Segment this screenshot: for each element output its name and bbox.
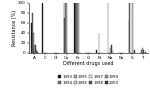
Bar <box>132 3 133 53</box>
Bar <box>77 3 78 53</box>
Bar <box>35 45 36 53</box>
Y-axis label: Resistance (%): Resistance (%) <box>12 10 17 46</box>
Bar <box>31 23 32 53</box>
Bar <box>78 3 79 53</box>
Bar <box>34 45 35 53</box>
Bar <box>111 45 112 53</box>
X-axis label: Different drugs used: Different drugs used <box>63 61 114 66</box>
Bar <box>42 3 43 53</box>
Bar <box>129 3 130 53</box>
Bar <box>141 50 142 53</box>
Bar <box>74 3 75 53</box>
Bar <box>75 3 76 53</box>
Legend: 1993, 1994, 1995, 1996, 1997, 1998, 1999, 2000: 1993, 1994, 1995, 1996, 1997, 1998, 1999… <box>58 75 119 85</box>
Bar <box>112 50 113 53</box>
Bar <box>36 50 37 53</box>
Bar <box>145 52 146 53</box>
Bar <box>110 48 111 53</box>
Bar <box>143 50 144 53</box>
Bar <box>96 50 97 53</box>
Bar <box>33 33 34 53</box>
Bar <box>37 52 38 53</box>
Bar <box>66 3 67 53</box>
Bar <box>32 13 33 53</box>
Bar <box>65 3 66 53</box>
Bar <box>64 18 65 53</box>
Bar <box>134 50 135 53</box>
Bar <box>76 3 77 53</box>
